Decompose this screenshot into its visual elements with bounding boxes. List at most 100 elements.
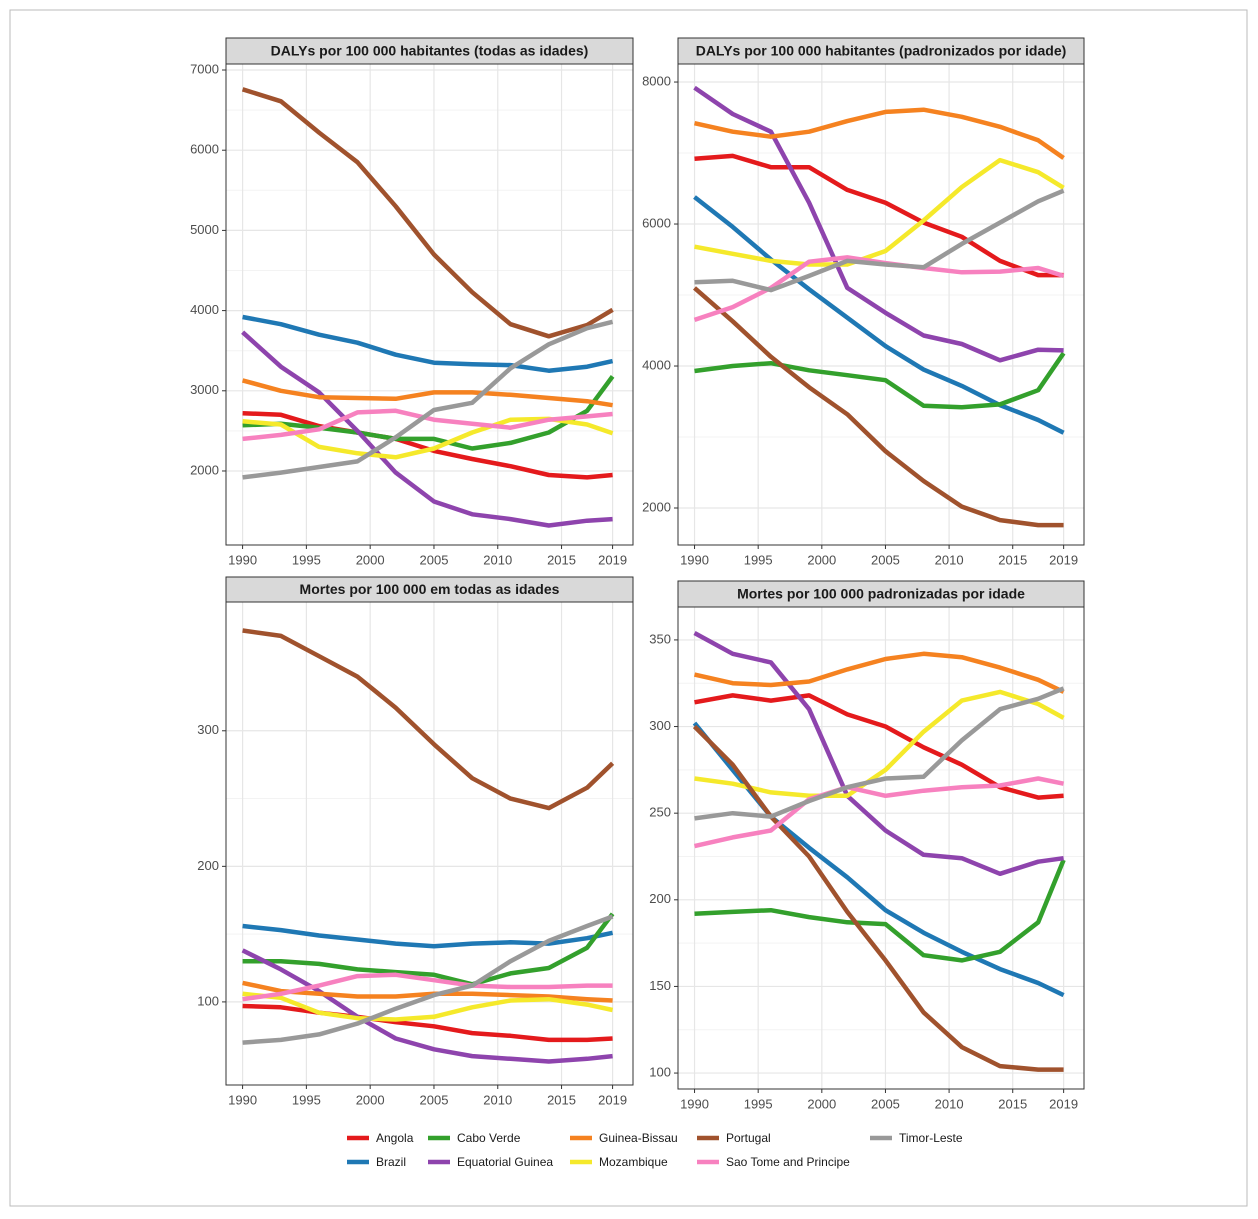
plot-border: [677, 63, 1085, 546]
series-line: [241, 87, 614, 339]
panel-title: DALYs por 100 000 habitantes (todas as i…: [271, 43, 589, 59]
x-tick-label: 2019: [598, 1092, 627, 1107]
x-tick-label: 2000: [356, 552, 385, 567]
plot-border: [225, 601, 634, 1086]
series-line: [694, 153, 1064, 278]
panel-title: Mortes por 100 000 em todas as idades: [300, 581, 560, 597]
x-tick-label: 2019: [598, 552, 627, 567]
legend-label: Portugal: [726, 1131, 771, 1145]
x-tick-label: 1990: [680, 1096, 709, 1111]
y-tick-label: 300: [197, 722, 219, 737]
x-tick-label: 2010: [935, 552, 964, 567]
y-tick-label: 4000: [642, 357, 671, 372]
x-tick-label: 2015: [998, 552, 1027, 567]
x-tick-label: 1995: [292, 1092, 321, 1107]
frame: [9, 9, 1248, 1207]
legend-label: Mozambique: [599, 1155, 668, 1169]
x-tick-label: 2019: [1049, 1096, 1078, 1111]
x-tick-label: 2000: [356, 1092, 385, 1107]
series-line: [694, 686, 1065, 821]
x-tick-label: 1995: [292, 552, 321, 567]
y-tick-label: 5000: [190, 222, 219, 237]
series-line: [693, 286, 1064, 528]
panel-title: Mortes por 100 000 padronizadas por idad…: [737, 586, 1025, 602]
legend-label: Brazil: [376, 1155, 406, 1169]
series-line: [242, 314, 614, 373]
series-line: [693, 195, 1065, 435]
series-line: [694, 776, 1065, 849]
y-tick-label: 150: [649, 978, 671, 993]
y-tick-label: 8000: [642, 73, 671, 88]
y-tick-label: 100: [649, 1064, 671, 1079]
x-tick-label: 2005: [420, 1092, 449, 1107]
legend-label: Guinea-Bissau: [599, 1131, 678, 1145]
legend-label: Cabo Verde: [457, 1131, 521, 1145]
x-tick-label: 2010: [483, 1092, 512, 1107]
series-line: [242, 319, 614, 480]
x-tick-label: 2005: [871, 552, 900, 567]
series-line: [242, 1003, 613, 1043]
y-tick-label: 2000: [642, 499, 671, 514]
y-tick-label: 350: [649, 631, 671, 646]
x-tick-label: 1995: [744, 552, 773, 567]
series-line: [241, 330, 613, 528]
strip-background: [225, 576, 634, 603]
y-tick-label: 200: [649, 891, 671, 906]
y-tick-label: 300: [649, 718, 671, 733]
series-line: [242, 972, 613, 1002]
plot-border: [677, 606, 1085, 1090]
y-tick-label: 3000: [190, 382, 219, 397]
series-line: [242, 375, 615, 451]
x-tick-label: 1990: [228, 1092, 257, 1107]
series-line: [694, 188, 1065, 293]
y-tick-label: 250: [649, 805, 671, 820]
series-line: [242, 912, 615, 987]
x-tick-label: 2005: [420, 552, 449, 567]
series-line: [694, 693, 1064, 800]
y-tick-label: 6000: [190, 142, 219, 157]
x-tick-label: 1990: [680, 552, 709, 567]
series-line: [694, 351, 1066, 410]
series-line: [242, 914, 614, 1045]
x-tick-label: 2010: [483, 552, 512, 567]
legend-label: Equatorial Guinea: [457, 1155, 553, 1169]
y-tick-label: 2000: [190, 462, 219, 477]
x-tick-label: 2000: [807, 1096, 836, 1111]
x-tick-label: 2015: [998, 1096, 1027, 1111]
strip-background: [677, 580, 1085, 608]
series-line: [694, 157, 1065, 267]
series-line: [693, 631, 1064, 877]
plot-border: [225, 63, 634, 546]
series-line: [241, 948, 613, 1064]
x-tick-label: 2015: [547, 552, 576, 567]
y-tick-label: 4000: [190, 302, 219, 317]
y-tick-label: 100: [197, 993, 219, 1008]
panel-title: DALYs por 100 000 habitantes (padronizad…: [696, 43, 1067, 59]
legend-label: Sao Tome and Principe: [726, 1155, 850, 1169]
series-line: [242, 410, 613, 480]
y-tick-label: 7000: [190, 61, 219, 76]
x-tick-label: 2005: [871, 1096, 900, 1111]
series-line: [242, 408, 613, 442]
series-line: [693, 85, 1064, 363]
x-tick-label: 1990: [228, 552, 257, 567]
series-line: [242, 923, 614, 949]
x-tick-label: 2019: [1049, 552, 1078, 567]
x-tick-label: 1995: [744, 1096, 773, 1111]
legend-label: Angola: [376, 1131, 414, 1145]
series-line: [694, 107, 1065, 160]
strip-background: [677, 37, 1085, 65]
y-tick-label: 200: [197, 858, 219, 873]
y-tick-label: 6000: [642, 215, 671, 230]
x-tick-label: 2015: [547, 1092, 576, 1107]
series-line: [242, 378, 613, 408]
x-tick-label: 2000: [807, 552, 836, 567]
x-tick-label: 2010: [935, 1096, 964, 1111]
series-line: [694, 689, 1065, 799]
series-line: [694, 859, 1066, 963]
series-line: [242, 991, 614, 1022]
legend-label: Timor-Leste: [899, 1131, 963, 1145]
series-line: [692, 724, 1064, 1072]
strip-background: [225, 37, 634, 65]
